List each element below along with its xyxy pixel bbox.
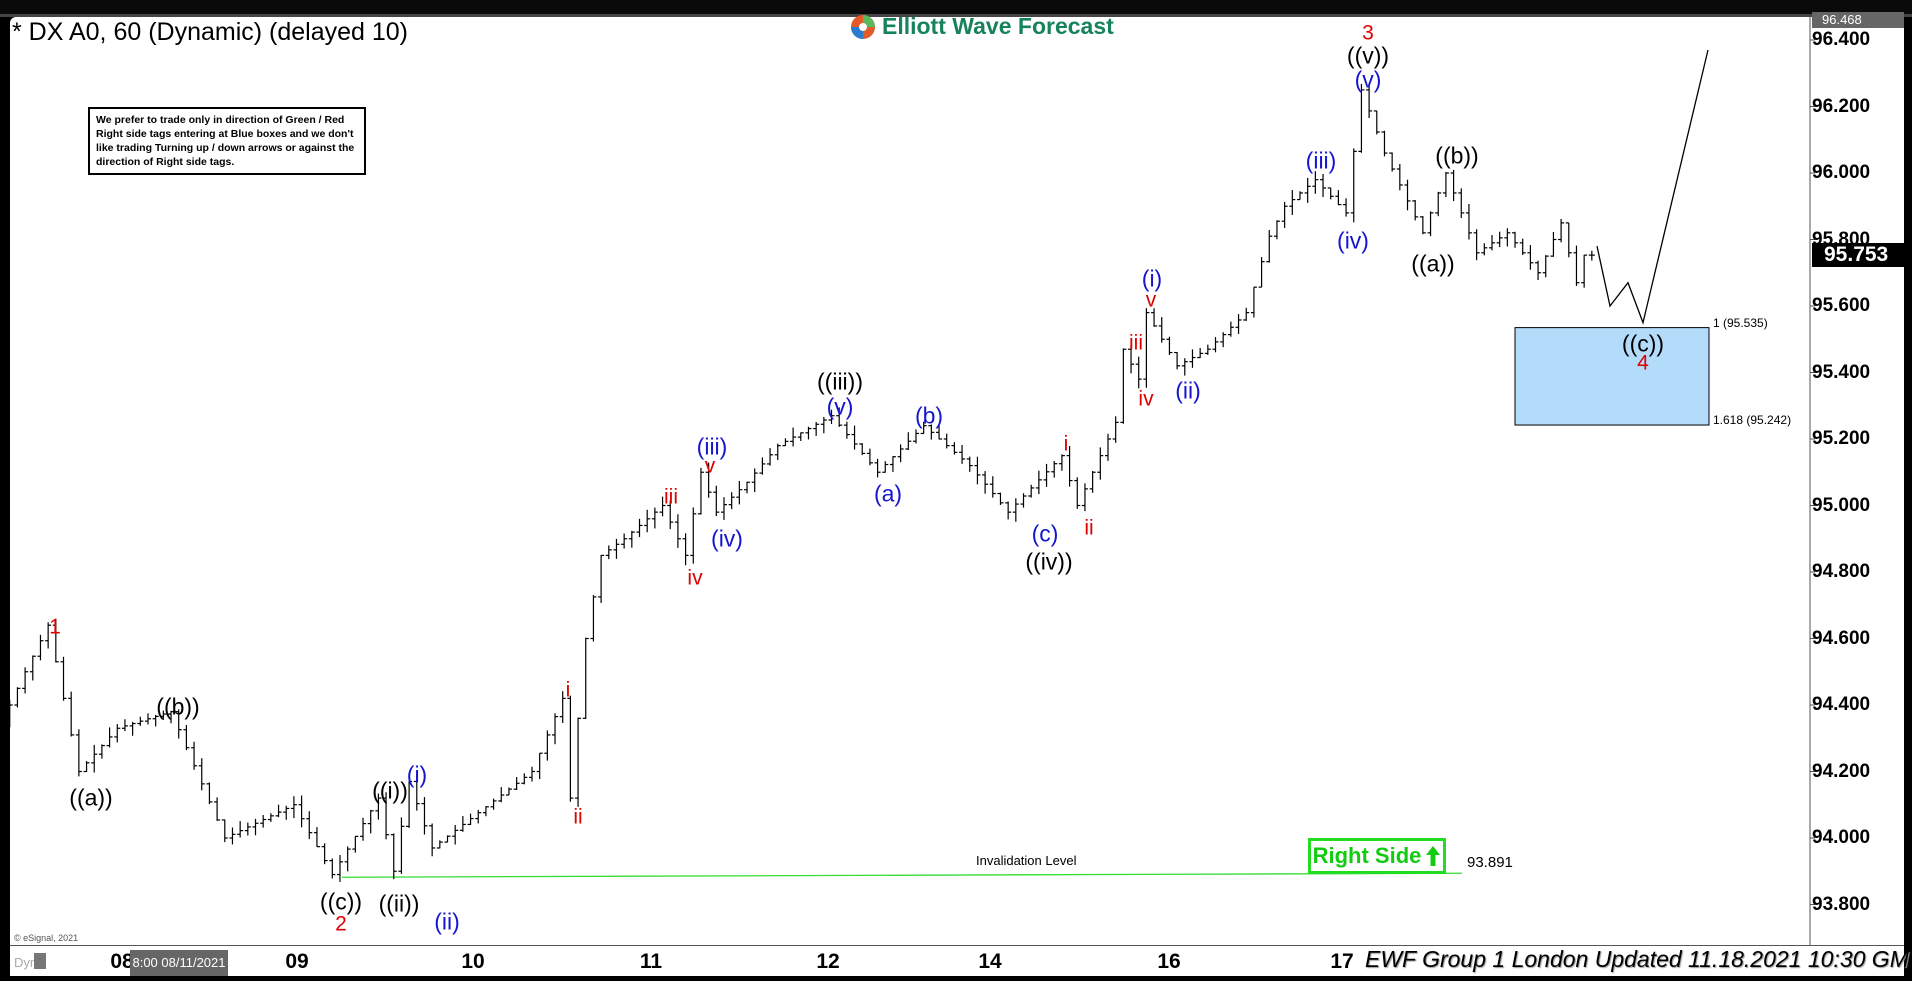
right-side-text: Right Side (1312, 843, 1422, 868)
x-tick-label: 11 (639, 950, 663, 973)
wave-label: (iii) (1305, 147, 1337, 174)
y-tick-label: 95.600 (1812, 295, 1871, 316)
cursor-time-tooltip: 8:00 08/11/2021 (130, 950, 228, 976)
wave-label: (i) (406, 761, 428, 788)
wave-label: (ii) (1175, 377, 1201, 404)
wave-label: ((b)) (156, 693, 200, 720)
wave-label: iv (1138, 387, 1154, 411)
wave-label: ((c)) (1621, 330, 1665, 357)
invalidation-label: Invalidation Level (976, 853, 1077, 869)
wave-label: ((ii)) (378, 890, 420, 917)
wave-label: ((a)) (69, 784, 113, 811)
wave-label: iv (687, 566, 703, 590)
wave-label: (v) (826, 393, 854, 420)
wave-label: i (565, 678, 571, 702)
x-tick-label: 10 (461, 950, 485, 973)
y-tick-label: 94.400 (1812, 694, 1871, 715)
y-tick-label: 95.800 (1812, 228, 1871, 250)
box-bottom-label: 1.618 (95.242) (1713, 413, 1792, 428)
y-tick-label: 96.400 (1812, 29, 1871, 50)
y-tick-label: 93.800 (1812, 893, 1871, 915)
logo-text: Elliott Wave Forecast (882, 13, 1114, 39)
wave-label: (b) (914, 402, 944, 429)
wave-label: (iv) (711, 525, 743, 552)
x-tick-label: 16 (1157, 950, 1181, 973)
wave-label: ii (573, 805, 583, 829)
y-tick-label: 95.000 (1812, 494, 1871, 516)
projection-path (1596, 49, 1709, 325)
wave-label: ((iii)) (817, 368, 863, 395)
wave-label: ii (1084, 516, 1094, 540)
dyn-label: Dyn (14, 955, 38, 970)
wave-label: ((a)) (1411, 250, 1455, 277)
right-side-tag: Right Side (1308, 838, 1446, 874)
wave-label: 1 (49, 615, 61, 639)
high-marker: 96.468 (1812, 12, 1904, 28)
wave-label: iii (1129, 331, 1143, 355)
updated-footer: EWF Group 1 London Updated 11.18.2021 10… (1365, 946, 1912, 972)
y-tick-label: 95.200 (1812, 428, 1871, 449)
info-box: We prefer to trade only in direction of … (88, 107, 366, 175)
wave-label: iii (664, 485, 678, 509)
wave-label: i (1063, 432, 1069, 456)
wave-label: ((i)) (372, 777, 408, 804)
wave-label: ((b)) (1435, 142, 1479, 169)
x-tick-label: 14 (978, 950, 1002, 973)
wave-label: 3 (1362, 21, 1374, 45)
wave-label: ((v)) (1346, 42, 1390, 69)
lock-icon[interactable] (34, 953, 46, 969)
x-tick-label: 17 (1330, 950, 1354, 973)
y-tick-label: 94.000 (1812, 827, 1871, 848)
wave-label: (ii) (434, 908, 460, 935)
y-tick-label: 94.200 (1812, 760, 1871, 782)
blue-target-box (1514, 327, 1710, 426)
wave-label: ((c)) (319, 888, 363, 915)
invalidation-line (341, 872, 1463, 878)
wave-label: (iii) (696, 433, 728, 460)
y-tick-label: 94.800 (1812, 561, 1871, 582)
wave-label: v (1145, 288, 1157, 312)
wave-label: 2 (335, 912, 347, 936)
time-axis[interactable] (10, 945, 1904, 976)
wave-label: (v) (1354, 66, 1382, 93)
x-tick-label: 12 (816, 950, 840, 973)
wave-label: ((iv)) (1025, 548, 1073, 575)
wave-label: (c) (1031, 520, 1059, 547)
chart-title: * DX A0, 60 (Dynamic) (delayed 10) (12, 18, 409, 46)
y-tick-label: 94.600 (1812, 627, 1871, 649)
window-top-bar (0, 0, 1912, 17)
logo: Elliott Wave Forecast (850, 13, 1114, 40)
wave-label: v (704, 454, 716, 478)
logo-swirl-icon (851, 14, 875, 39)
wave-label: 4 (1637, 351, 1649, 375)
y-tick-label: 96.000 (1812, 162, 1871, 183)
x-tick-label: 09 (285, 950, 309, 973)
box-top-label: 1 (95.535) (1713, 315, 1768, 330)
last-price-tag: 95.753 (1812, 243, 1904, 268)
wave-label: (iv) (1337, 227, 1369, 254)
wave-label: (i) (1141, 265, 1163, 292)
y-tick-label: 96.200 (1812, 95, 1871, 117)
x-tick-label: 08 (110, 950, 134, 973)
copyright: © eSignal, 2021 (14, 933, 79, 943)
wave-label: (a) (873, 480, 903, 507)
arrow-up-icon (1426, 846, 1441, 866)
y-tick-label: 95.400 (1812, 361, 1871, 383)
invalidation-value: 93.891 (1467, 854, 1513, 872)
